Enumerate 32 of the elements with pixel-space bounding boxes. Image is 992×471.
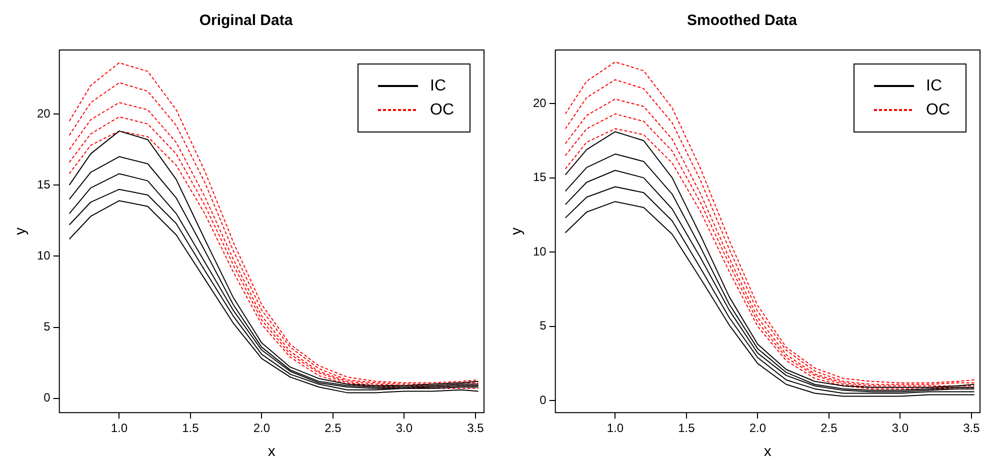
x-tick-label: 3.0 (892, 421, 909, 436)
chart-title: Original Data (199, 12, 294, 30)
x-tick-label: 3.5 (963, 421, 980, 436)
legend-label: IC (430, 77, 446, 94)
x-tick-label: 1.0 (110, 421, 128, 436)
x-tick-label: 2.5 (820, 421, 838, 436)
y-tick-label: 5 (540, 318, 547, 333)
x-tick-label: 3.5 (467, 421, 484, 436)
y-tick-label: 10 (36, 248, 51, 262)
x-tick-label: 2.5 (324, 421, 342, 436)
y-axis-title: y (12, 227, 30, 236)
y-tick-label: 5 (44, 320, 51, 334)
y-tick-label: 20 (36, 106, 51, 120)
y-tick-label: 15 (36, 177, 51, 192)
x-tick-label: 2.0 (253, 421, 270, 436)
x-tick-label: 2.0 (749, 421, 766, 436)
x-axis-title: x (268, 443, 276, 460)
x-tick-label: 1.5 (678, 421, 696, 436)
y-tick-label: 0 (540, 393, 547, 408)
y-axis-title: y (508, 227, 526, 236)
x-tick-label: 3.0 (396, 421, 413, 436)
y-tick-label: 0 (44, 390, 51, 405)
y-tick-label: 20 (532, 96, 547, 110)
legend-label: OC (430, 101, 454, 118)
y-tick-label: 10 (532, 244, 547, 258)
y-tick-label: 15 (532, 170, 547, 184)
legend-label: OC (926, 101, 950, 118)
legend-label: IC (926, 77, 942, 94)
x-tick-label: 1.5 (182, 421, 200, 436)
x-axis-title: x (764, 443, 772, 460)
x-tick-label: 1.0 (606, 421, 624, 436)
chart-title: Smoothed Data (686, 12, 798, 30)
